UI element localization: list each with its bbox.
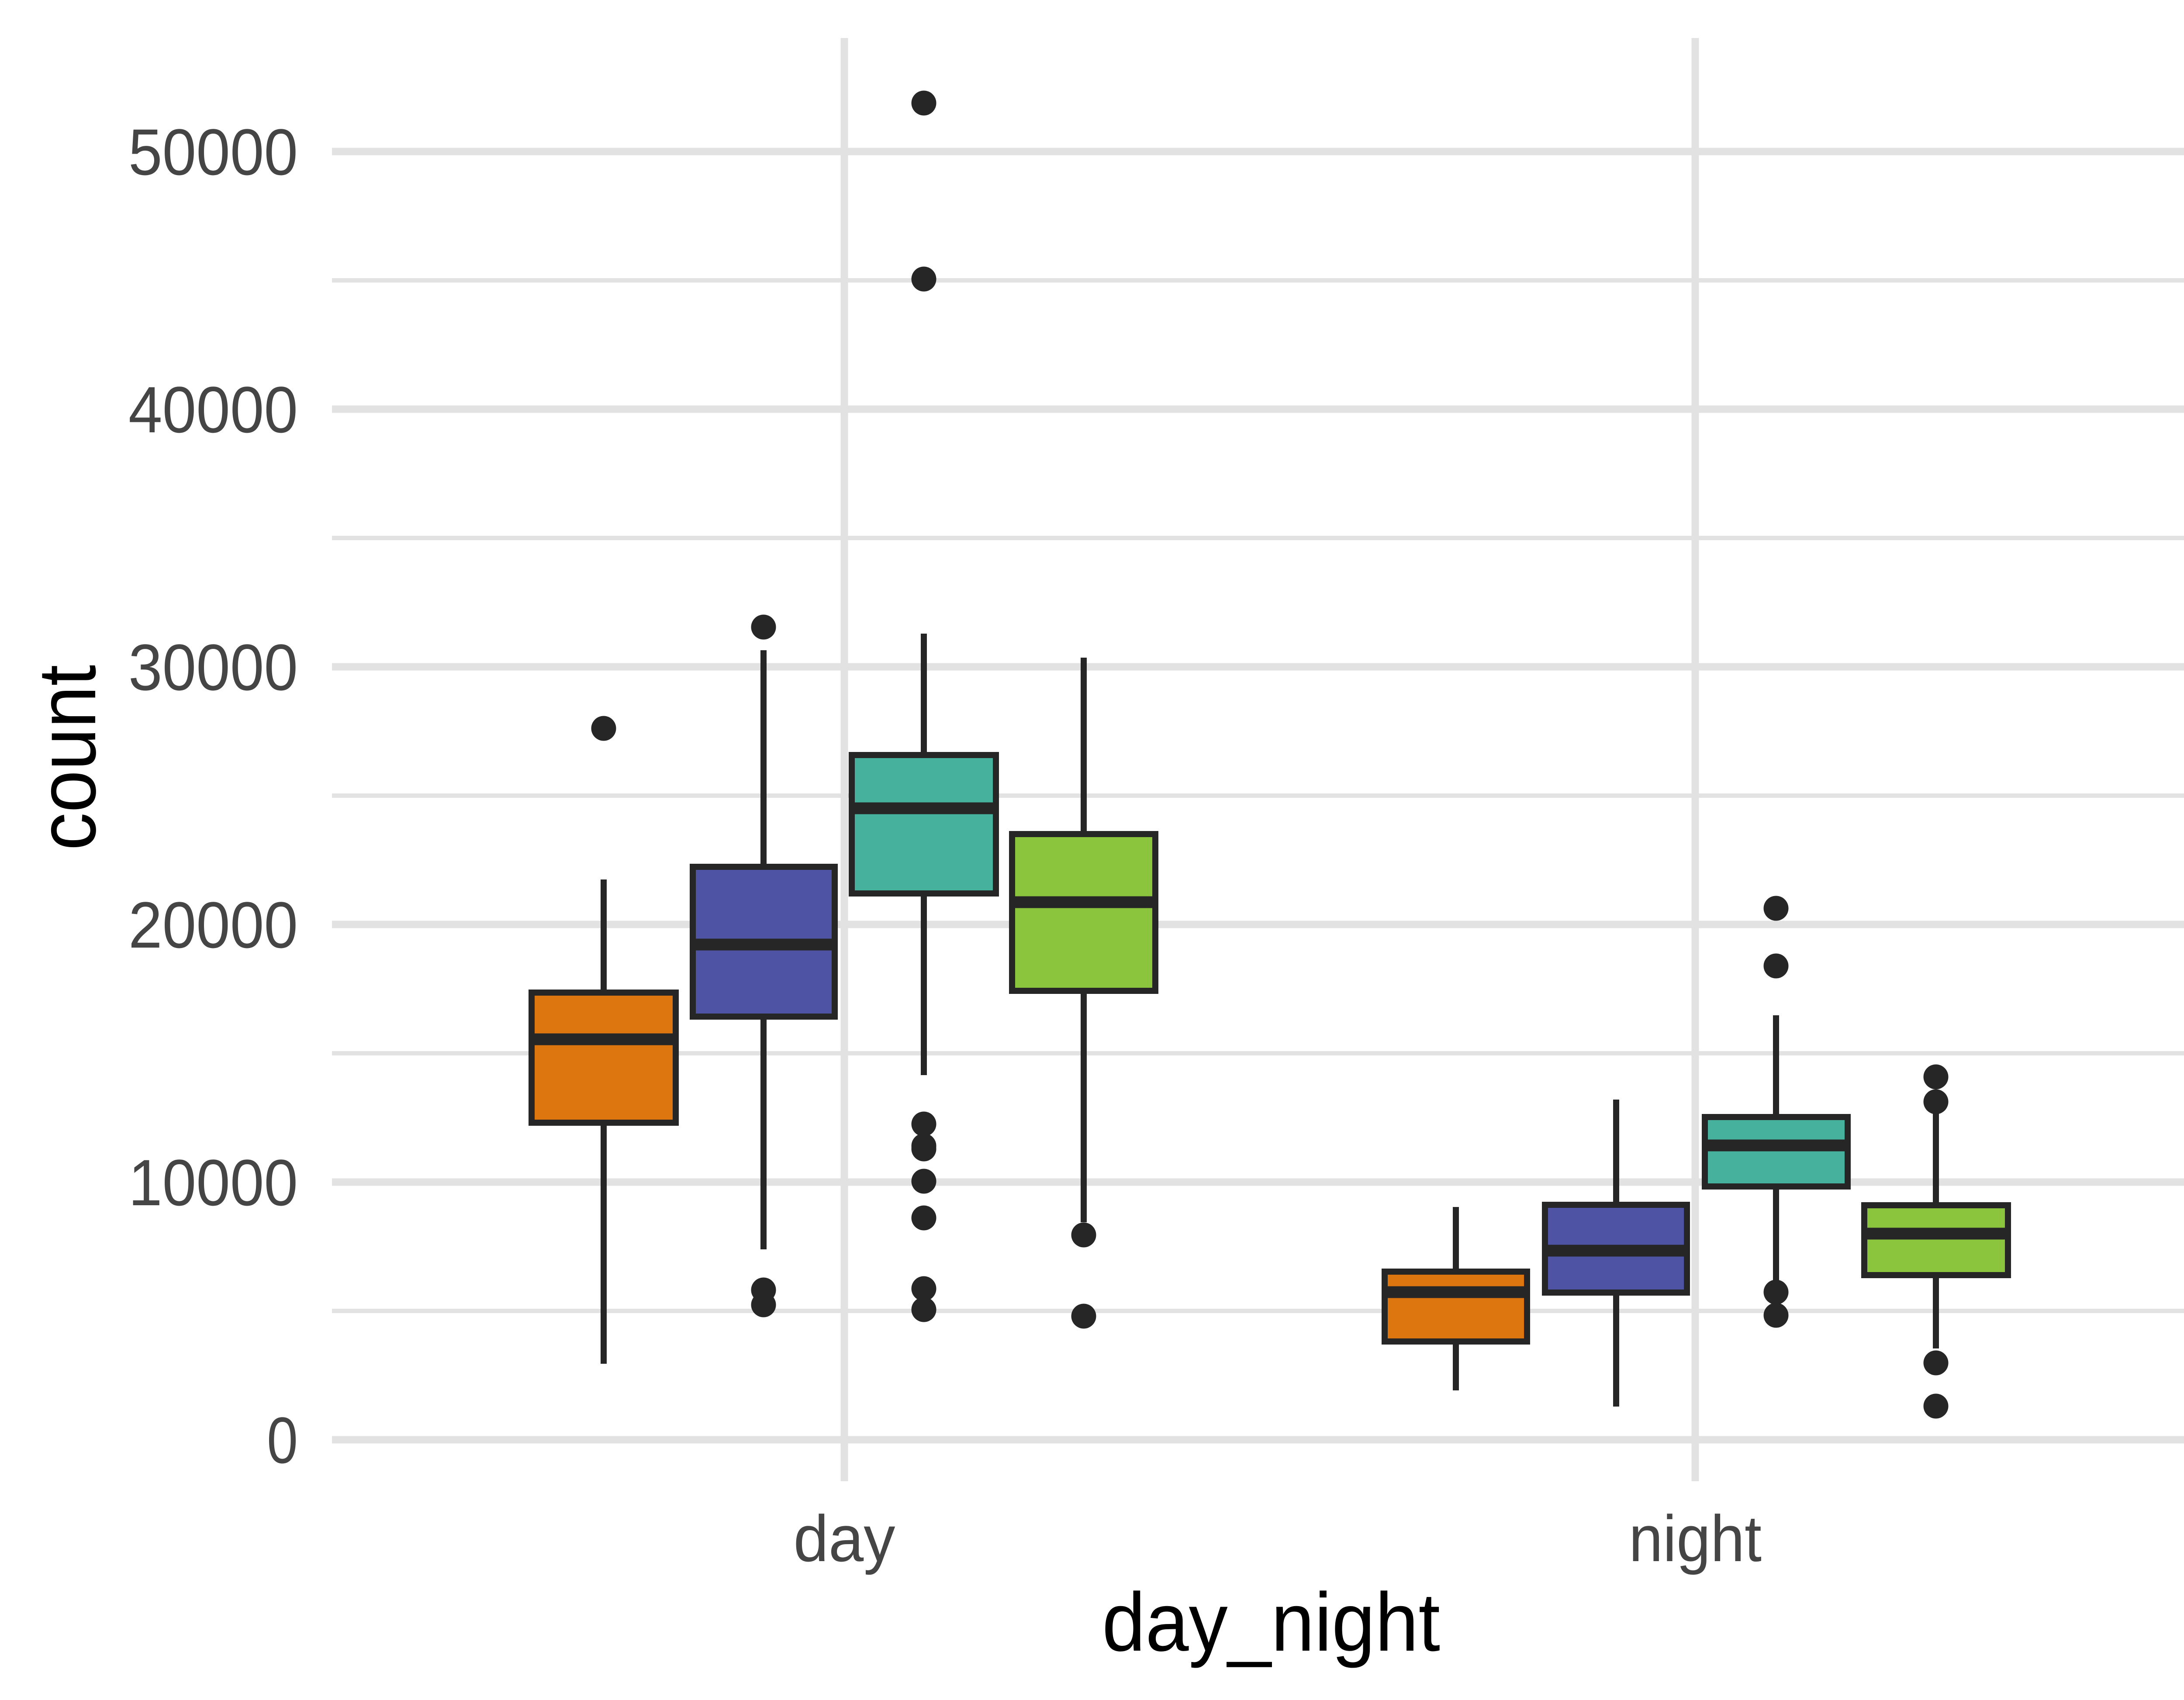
svg-text:count: count <box>21 665 113 851</box>
svg-text:day: day <box>794 1502 895 1575</box>
svg-text:40000: 40000 <box>128 373 298 446</box>
svg-text:day_night: day_night <box>1102 1576 1440 1669</box>
svg-text:0: 0 <box>267 1403 298 1477</box>
svg-text:10000: 10000 <box>128 1146 298 1219</box>
svg-text:50000: 50000 <box>128 115 298 189</box>
svg-text:night: night <box>1629 1502 1762 1575</box>
svg-text:30000: 30000 <box>128 631 298 704</box>
svg-text:20000: 20000 <box>128 888 298 962</box>
